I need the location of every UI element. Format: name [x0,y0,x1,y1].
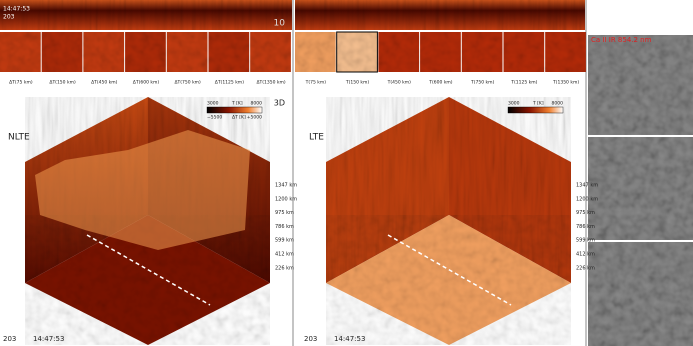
image-texture [41,32,83,72]
colorbar [206,106,263,114]
thumb-label: ΔT(750 km) [174,80,201,86]
cube-floor [326,215,571,345]
height-label: 1200 km [275,196,297,202]
thumb-label: ΔT(150 km) [49,80,76,86]
cube-wall [449,97,571,283]
thumb-label: ΔT(450 km) [91,80,118,86]
image-texture [545,32,586,72]
height-label: 1347 km [275,183,297,189]
image-texture [503,32,545,72]
height-label: 975 km [275,210,294,216]
height-label: 1347 km [576,183,598,189]
cube-floor [25,215,270,345]
panel-corner: 3D [274,99,285,108]
cbar-label: +5000 [247,115,262,121]
height-label: 786 km [576,224,595,230]
time: 14:47:53 [3,6,30,13]
height-label: 975 km [576,210,595,216]
height-label: 786 km [275,224,294,230]
height-label: 226 km [275,265,294,271]
thumb-label: ΔT(1125 km) [215,80,244,86]
cbar-label: T [K] [532,101,544,107]
thumb-label: T(150 km) [345,80,370,86]
thumb-label: T(750 km) [470,80,495,86]
thumb-label: T(600 km) [428,80,453,86]
thumb-label: T(1125 km) [510,80,537,86]
highlight [336,31,378,73]
height-label: 599 km [275,238,294,244]
height-label: 1200 km [576,196,598,202]
thumb-label: T(1350 km) [552,80,579,86]
image-texture [250,32,291,72]
image-texture [378,32,420,72]
cut-line [86,234,211,306]
image-texture [208,32,250,72]
frame: 203 [3,335,16,343]
scale-label: 10 [274,19,286,29]
image-texture [295,32,336,72]
image-texture [588,35,693,135]
frame: 203 [304,335,317,343]
height-label: 412 km [275,252,294,258]
image-texture [420,32,461,72]
thumb-label: T(75 km) [305,80,327,86]
image-texture [588,242,693,346]
time: 14:47:53 [334,335,365,343]
thumb-label: ΔT(600 km) [133,80,160,86]
cbar-label: T [K] [231,101,243,107]
thumb-label: ΔT(75 km) [9,80,33,86]
image-texture [166,32,208,72]
cut-line [387,234,512,306]
image-texture [461,32,503,72]
cbar-label: −5500 [207,115,222,121]
thumb-label: ΔT(1350 km) [256,80,285,86]
cbar-label: 8000 [552,101,564,107]
image-base [588,0,693,33]
cbar-label: ΔT [K] [232,115,246,121]
panel-label: LTE [309,133,324,143]
image-texture [125,32,166,72]
image-texture [588,137,693,240]
cbar-label: 8000 [251,101,263,107]
cube-wall [326,97,449,283]
image-texture [295,0,585,30]
image-texture [0,32,41,72]
colorbar [507,106,564,114]
thumb-label: T(450 km) [387,80,412,86]
height-label: 412 km [576,252,595,258]
image-texture [336,32,378,72]
image-texture [83,32,125,72]
line-label: Ca II IR 854.2 nm [591,36,652,44]
frame: 203 [3,14,15,21]
time: 14:47:53 [33,335,64,343]
image-texture [0,0,292,30]
cbar-label: 3000 [207,101,219,107]
cbar-label: 3000 [508,101,520,107]
panel-label: NLTE [8,133,30,143]
height-label: 226 km [576,265,595,271]
height-label: 599 km [576,238,595,244]
plasma-structures [35,130,250,250]
